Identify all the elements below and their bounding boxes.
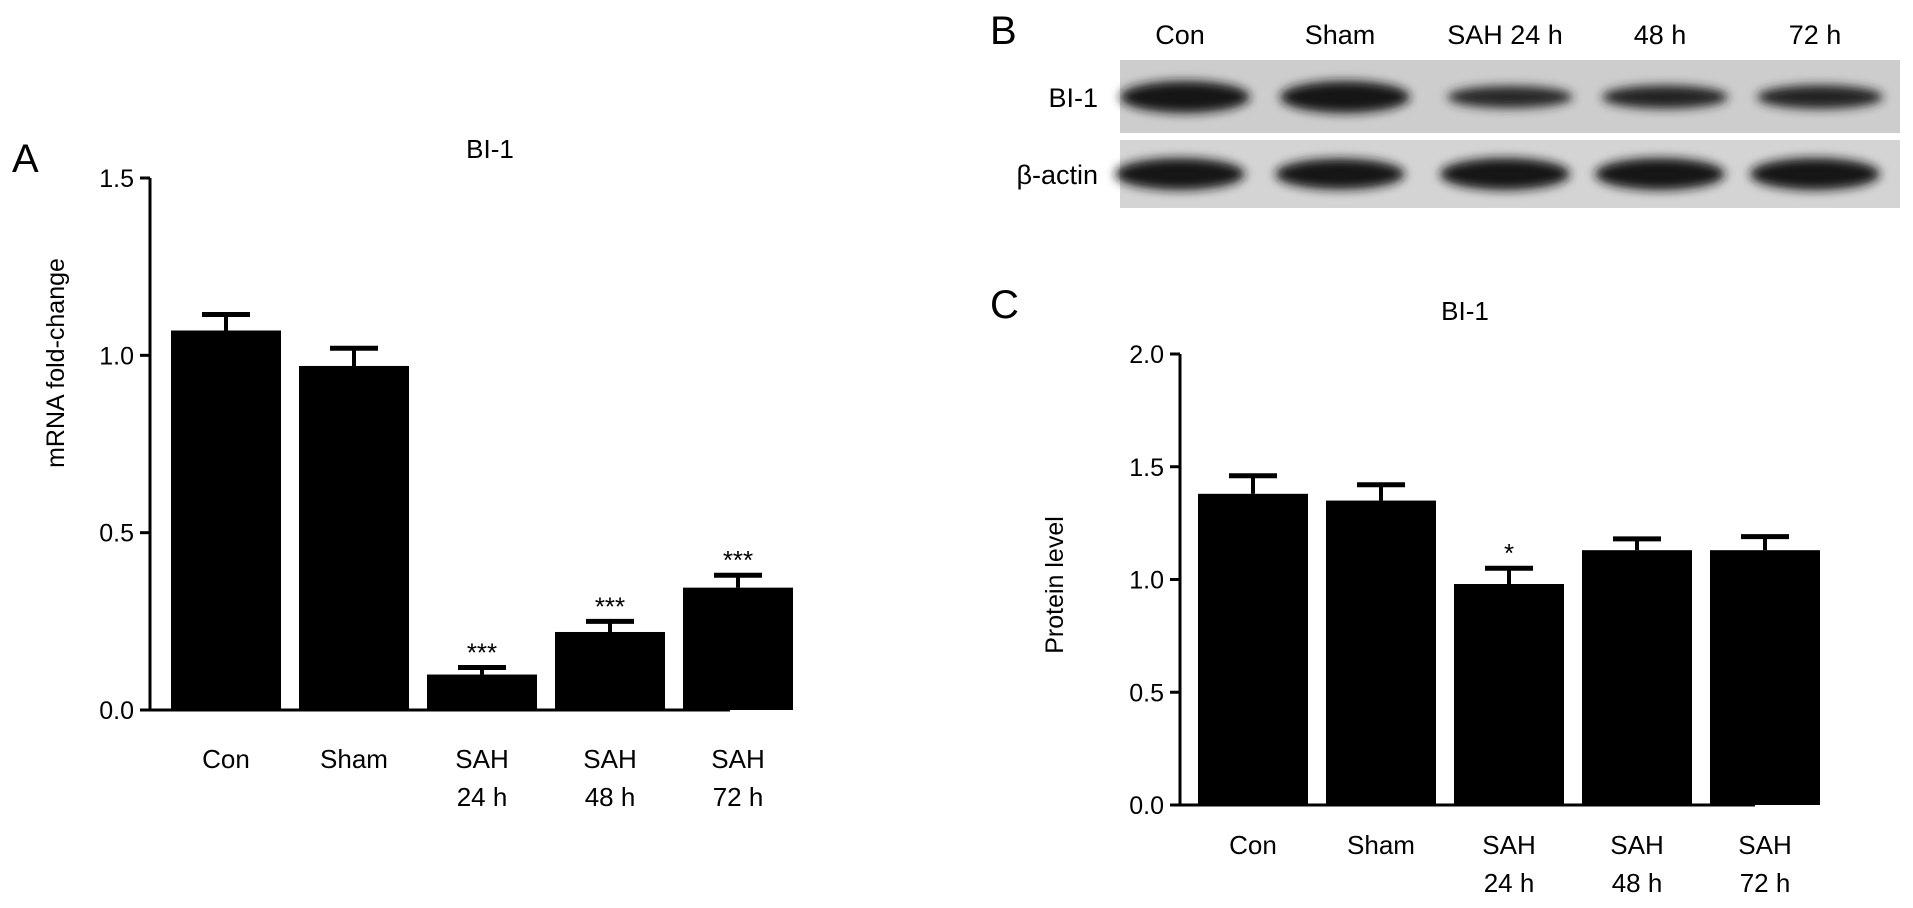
panelA-bar-0 [171, 330, 281, 710]
blot-band-1-2 [1440, 158, 1570, 190]
blot-lane-label-4: 72 h [1789, 20, 1842, 50]
panelC-y-tick-label-2: 1.0 [1129, 567, 1164, 595]
panel-c-bar-chart: C BI-1 Protein level 0.0 0.5 1.0 1.5 2.0 * C… [990, 283, 1820, 898]
blot-band-0-1 [1280, 81, 1410, 113]
panel-b-label: B [990, 9, 1017, 53]
panelC-category-label-3-0: SAH [1610, 830, 1663, 860]
panelC-y-tick-label-3: 1.5 [1129, 454, 1164, 482]
panelC-category-label-3-1: 48 h [1612, 868, 1663, 898]
panelC-bar-2 [1454, 584, 1564, 805]
blot-row-label-0: BI-1 [1048, 83, 1098, 113]
panelA-y-tick-label-2: 1.0 [99, 342, 134, 370]
panelC-y-tick-label-4: 2.0 [1129, 341, 1164, 369]
blot-lane-label-3: 48 h [1634, 20, 1687, 50]
panelC-category-label-2-0: SAH [1482, 830, 1535, 860]
blot-band-0-4 [1756, 85, 1884, 109]
panel-a-label: A [12, 137, 39, 181]
panelA-category-label-3-1: 48 h [585, 782, 636, 812]
blot-band-1-4 [1750, 158, 1880, 190]
panelA-significance-4: *** [723, 545, 753, 575]
panel-c-title: BI-1 [1441, 296, 1489, 326]
panel-a-bar-chart: A BI-1 mRNA fold-change 0.0 0.5 1.0 1.5 ***… [12, 134, 793, 812]
panelC-bar-1 [1326, 500, 1436, 805]
panelC-significance-2: * [1504, 538, 1514, 568]
blot-row-label-1: β-actin [1016, 160, 1098, 190]
panelC-category-label-0-0: Con [1229, 830, 1277, 860]
panelA-bar-1 [299, 365, 409, 710]
panelA-category-label-4-0: SAH [711, 744, 764, 774]
panelA-significance-2: *** [467, 637, 497, 667]
blot-lane-label-2: SAH 24 h [1447, 20, 1563, 50]
panelA-category-label-3-0: SAH [583, 744, 636, 774]
panel-b-western-blot: B Con Sham SAH 24 h 48 h 72 h BI-1 β-actin [990, 9, 1900, 208]
blot-band-0-3 [1602, 85, 1728, 109]
panelC-bar-3 [1582, 550, 1692, 805]
panelC-category-label-2-1: 24 h [1484, 868, 1535, 898]
panelA-y-tick-label-0: 0.0 [99, 697, 134, 725]
panelC-category-label-4-1: 72 h [1740, 868, 1791, 898]
panel-c-label: C [990, 283, 1019, 327]
panelC-y-tick-label-1: 0.5 [1129, 679, 1164, 707]
panelA-category-label-4-1: 72 h [713, 782, 764, 812]
panelC-category-label-1-0: Sham [1347, 830, 1415, 860]
blot-band-1-3 [1595, 158, 1725, 190]
panelA-category-label-2-0: SAH [455, 744, 508, 774]
panelA-y-tick-label-3: 1.5 [99, 165, 134, 193]
panelC-category-label-4-0: SAH [1738, 830, 1791, 860]
blot-band-1-0 [1115, 158, 1245, 190]
blot-band-0-2 [1447, 85, 1573, 109]
panelA-category-label-0-0: Con [202, 744, 250, 774]
blot-lane-label-1: Sham [1305, 20, 1376, 50]
panelC-y-tick-label-0: 0.0 [1129, 792, 1164, 820]
panelA-bar-3 [555, 631, 665, 710]
panelA-category-label-2-1: 24 h [457, 782, 508, 812]
panelA-bar-4 [683, 587, 793, 710]
blot-band-0-0 [1120, 81, 1250, 113]
panelA-y-tick-label-1: 0.5 [99, 520, 134, 548]
panelC-bar-4 [1710, 550, 1820, 805]
blot-lane-label-0: Con [1155, 20, 1205, 50]
panelA-category-label-1-0: Sham [320, 744, 388, 774]
panelA-significance-3: *** [595, 591, 625, 621]
panel-a-title: BI-1 [466, 134, 514, 164]
panel-c-y-axis-label: Protein level [1041, 516, 1069, 654]
blot-band-1-1 [1275, 158, 1405, 190]
panelC-bar-0 [1198, 493, 1308, 805]
panelA-bar-2 [427, 674, 537, 710]
panel-a-y-axis-label: mRNA fold-change [42, 258, 70, 468]
